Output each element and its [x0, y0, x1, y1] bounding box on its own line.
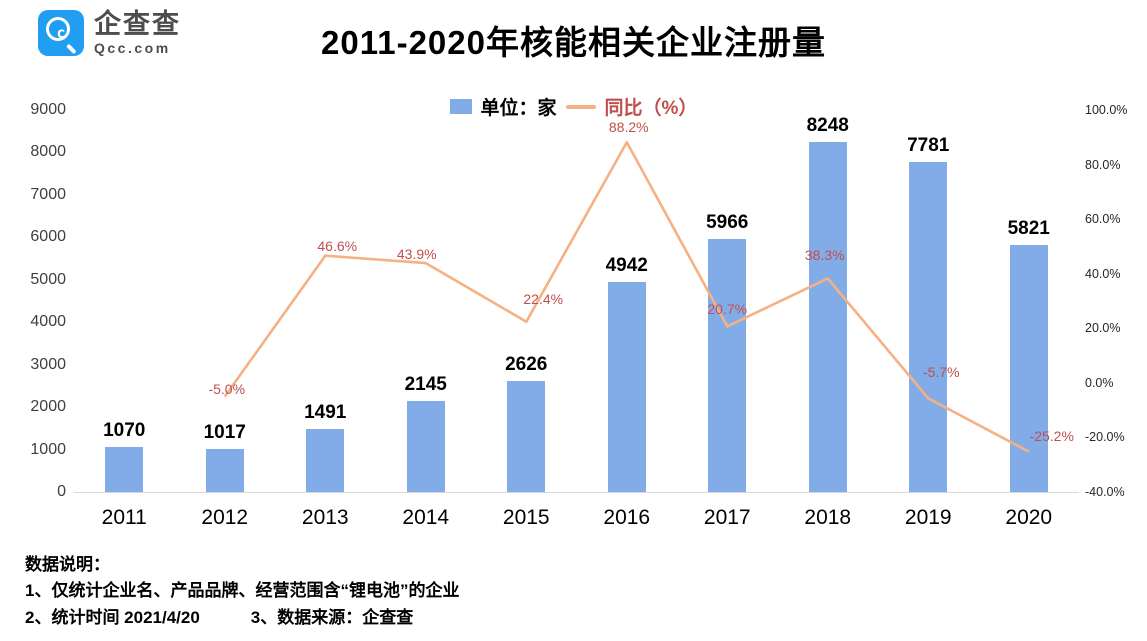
right-axis-tick: 100.0%: [1085, 103, 1128, 117]
bar-value-label: 1017: [203, 421, 246, 443]
yoy-percent-label: -5.0%: [208, 380, 246, 397]
x-axis-line: [74, 492, 1079, 493]
left-axis-tick: 3000: [30, 355, 66, 373]
yoy-percent-label: 88.2%: [608, 119, 649, 136]
left-axis-tick: 7000: [30, 185, 66, 203]
year-label: 2014: [402, 506, 450, 529]
yoy-percent-label: -5.7%: [922, 364, 960, 381]
registration-bar: [205, 448, 244, 492]
bar-series-label: 单位：家: [480, 98, 557, 119]
yoy-percent-label: 22.4%: [523, 290, 564, 307]
bar-value-label: 8248: [806, 114, 849, 136]
bar-value-label: 2145: [404, 373, 447, 395]
bar-value-label: 4942: [605, 255, 648, 277]
registration-bar: [607, 282, 646, 492]
yoy-percent-label: 20.7%: [707, 301, 748, 318]
line-series-swatch: [565, 104, 596, 109]
year-label: 2017: [703, 506, 751, 529]
bar-value-label: 1491: [304, 401, 347, 423]
right-axis-tick: 0.0%: [1085, 375, 1114, 390]
left-axis-tick: 2000: [30, 398, 66, 416]
left-axis-tick: 9000: [30, 101, 66, 118]
right-axis-tick: 80.0%: [1085, 157, 1121, 172]
year-label: 2012: [201, 506, 249, 529]
yoy-percent-label: 38.3%: [804, 247, 845, 264]
registration-bar: [1009, 244, 1048, 492]
chart-legend: 单位：家 同比（%）: [0, 93, 1147, 120]
bar-value-label: 7781: [907, 134, 950, 156]
year-label: 2018: [804, 506, 852, 529]
year-label: 2015: [502, 506, 550, 529]
left-axis-tick: 1000: [30, 440, 66, 458]
logo-company-name: 企查查: [94, 9, 181, 39]
bar-value-label: 1070: [103, 419, 146, 441]
footnote-line1: 1、仅统计企业名、产品品牌、经营范围含“锂电池”的企业: [25, 581, 460, 601]
footnote-line2: 2、统计时间 2021/4/20 3、数据来源：企查查: [25, 607, 414, 627]
magnifier-ring-icon: [46, 17, 70, 42]
yoy-percent-label: -25.2%: [1029, 427, 1074, 444]
footnote-heading: 数据说明：: [25, 555, 110, 574]
yoy-percent-label: 43.9%: [396, 246, 437, 263]
logo-text: 企查查 Qcc.com: [94, 10, 181, 56]
chart-title: 2011-2020年核能相关企业注册量: [321, 24, 826, 61]
yoy-percent-label: 46.6%: [317, 237, 358, 254]
right-axis-tick: -40.0%: [1085, 485, 1125, 499]
qcc-magnifier-icon: c: [38, 10, 84, 57]
year-label: 2011: [101, 506, 147, 529]
bar-value-label: 2626: [505, 353, 548, 375]
right-axis-tick: -20.0%: [1085, 430, 1125, 445]
year-label: 2013: [301, 506, 349, 529]
registration-bar: [507, 380, 546, 492]
registration-bar: [306, 428, 345, 492]
registration-bar: [406, 400, 445, 492]
bar-value-label: 5821: [1007, 217, 1050, 239]
line-series-label: 同比（%）: [604, 98, 698, 119]
left-axis-tick: 0: [57, 483, 66, 500]
left-axis-tick: 4000: [30, 313, 66, 331]
logo-domain: Qcc.com: [94, 40, 171, 57]
registration-bar: [808, 141, 847, 492]
qcc-logo: c 企查查 Qcc.com: [38, 10, 181, 57]
left-axis-tick: 6000: [30, 228, 66, 246]
footnotes: 数据说明： 1、仅统计企业名、产品品牌、经营范围含“锂电池”的企业 2、统计时间…: [25, 552, 459, 631]
bar-series-swatch: [449, 99, 472, 114]
magnifier-c-glyph: c: [56, 24, 66, 43]
year-label: 2016: [603, 506, 651, 529]
right-axis-tick: 20.0%: [1085, 321, 1121, 336]
right-axis-tick: 60.0%: [1085, 212, 1121, 227]
year-label: 2019: [904, 506, 952, 529]
year-label: 2020: [1005, 506, 1053, 529]
left-axis-tick: 5000: [30, 270, 66, 288]
left-axis-tick: 8000: [30, 143, 66, 161]
registration-bar: [105, 446, 144, 492]
right-axis-tick: 40.0%: [1085, 266, 1121, 281]
registration-bar: [708, 238, 747, 492]
registration-bar: [909, 161, 948, 492]
bar-value-label: 5966: [706, 211, 749, 233]
